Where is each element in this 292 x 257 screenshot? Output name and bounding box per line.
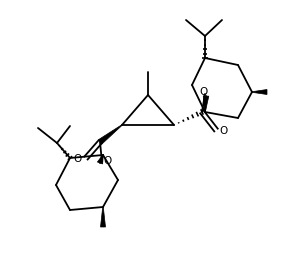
Polygon shape — [100, 207, 105, 227]
Polygon shape — [98, 125, 122, 144]
Text: O: O — [220, 126, 228, 136]
Text: O: O — [104, 156, 112, 166]
Text: O: O — [199, 87, 207, 97]
Polygon shape — [203, 96, 209, 112]
Polygon shape — [252, 89, 267, 95]
Polygon shape — [97, 155, 103, 164]
Text: O: O — [74, 154, 82, 164]
